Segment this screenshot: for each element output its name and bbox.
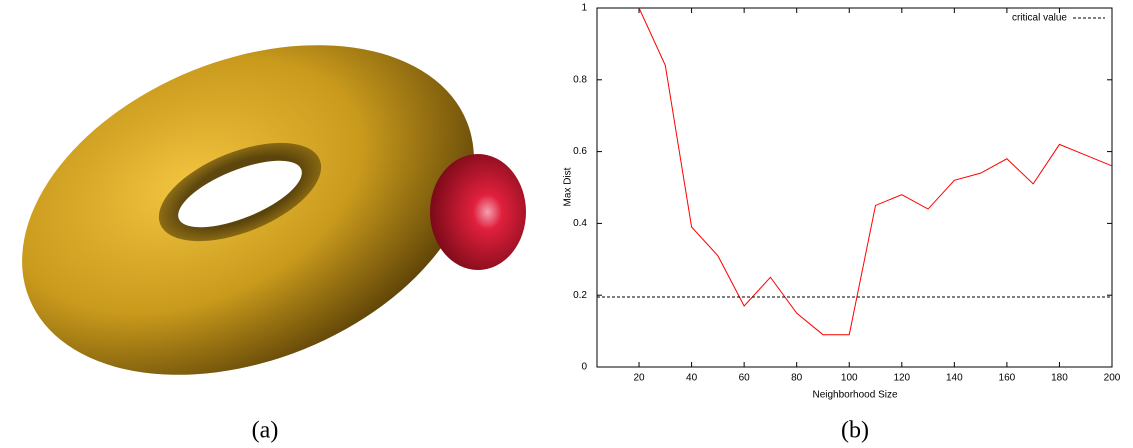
- x-axis-label: Neighborhood Size: [812, 390, 897, 401]
- y-tick-label: 0.4: [573, 218, 587, 229]
- y-tick-label: 0: [581, 362, 587, 373]
- legend-label: critical value: [1012, 13, 1067, 24]
- x-tick-label: 160: [999, 373, 1016, 384]
- data-line: [639, 8, 1112, 335]
- panel-label: (b): [841, 418, 869, 444]
- panel-label: (a): [252, 418, 279, 444]
- y-axis-label: Max Dist: [563, 167, 574, 206]
- x-tick-label: 20: [633, 373, 645, 384]
- x-tick-label: 200: [1104, 373, 1121, 384]
- x-tick-label: 100: [841, 373, 858, 384]
- y-tick-label: 0.6: [573, 146, 587, 157]
- figure: (a) (b) Neighborhood Size Max Dist 0 0.2 0…: [0, 0, 1133, 448]
- torus-render: [0, 0, 526, 437]
- x-tick-label: 140: [946, 373, 963, 384]
- x-tick-label: 120: [893, 373, 910, 384]
- x-tick-label: 60: [739, 373, 751, 384]
- plot-frame: [597, 8, 1112, 367]
- x-tick-label: 40: [686, 373, 698, 384]
- x-tick-label: 80: [791, 373, 803, 384]
- y-tick-label: 1: [581, 3, 587, 14]
- y-tick-label: 0.2: [573, 290, 587, 301]
- y-tick-label: 0.8: [573, 74, 587, 85]
- x-tick-label: 180: [1051, 373, 1068, 384]
